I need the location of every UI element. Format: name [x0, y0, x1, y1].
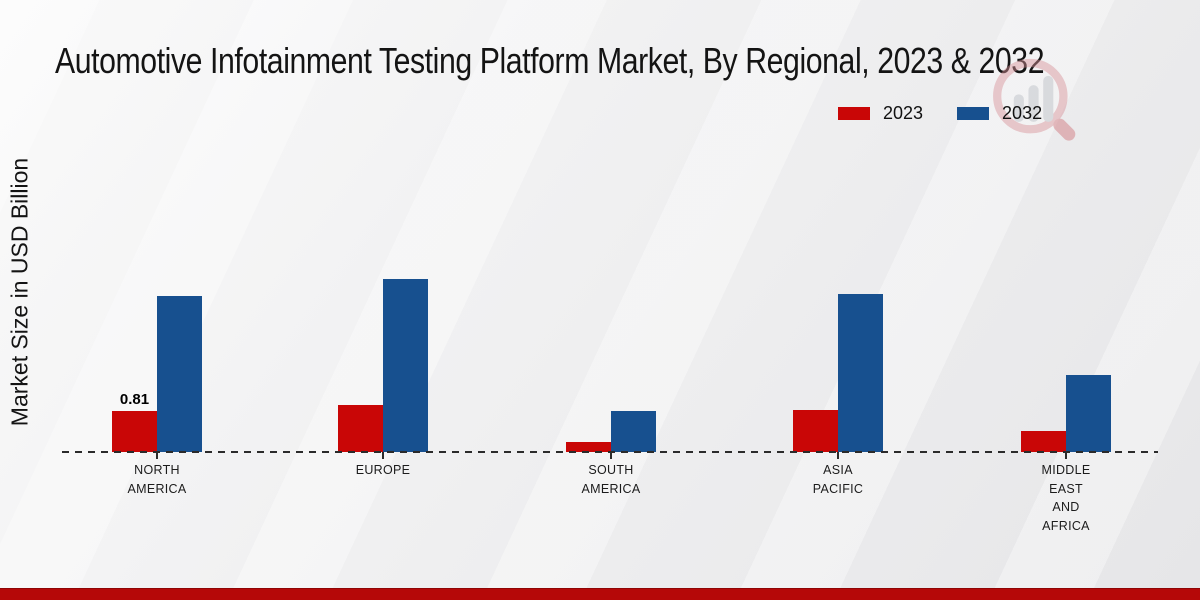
bar-2032-south-america [611, 411, 656, 452]
category-label-europe: EUROPE [355, 463, 411, 477]
bar-2032-middle-east-and-africa [1066, 375, 1111, 452]
bar-2032-north-america [157, 296, 202, 452]
x-axis-tick [837, 452, 839, 459]
x-axis-baseline [62, 451, 1158, 453]
category-label-north-america: NORTH AMERICA [127, 463, 187, 496]
x-axis-tick [1065, 452, 1067, 459]
bar-2023-asia-pacific [793, 410, 838, 452]
legend-swatch-2023 [838, 107, 870, 120]
bar-2023-south-america [566, 442, 611, 452]
market-research-magnifier-logo-icon [993, 58, 1076, 141]
chart-title: Automotive Infotainment Testing Platform… [55, 40, 1045, 81]
legend-swatch-2032 [957, 107, 990, 120]
legend-label-2023: 2023 [883, 103, 924, 123]
footer-accent-bar [0, 588, 1200, 600]
x-axis-tick [156, 452, 158, 459]
bar-2032-asia-pacific [838, 294, 883, 452]
bar-2023-middle-east-and-africa [1021, 431, 1066, 452]
category-label-south-america: SOUTH AMERICA [581, 463, 641, 496]
bar-2032-europe [383, 279, 428, 452]
legend-label-2032: 2032 [1002, 103, 1043, 123]
bar-2023-north-america [112, 411, 157, 452]
chart-legend: 2023 2032 [838, 103, 1042, 124]
category-label-asia-pacific: ASIA PACIFIC [812, 463, 864, 496]
legend-item-2023: 2023 [838, 103, 923, 124]
category-label-middle-east-and-africa: MIDDLE EAST AND AFRICA [1041, 463, 1091, 533]
x-axis-tick [610, 452, 612, 459]
bar-2023-europe [338, 405, 383, 452]
bar-value-label: 0.81 [119, 391, 150, 408]
x-axis-tick [382, 452, 384, 459]
legend-item-2032: 2032 [957, 103, 1042, 124]
